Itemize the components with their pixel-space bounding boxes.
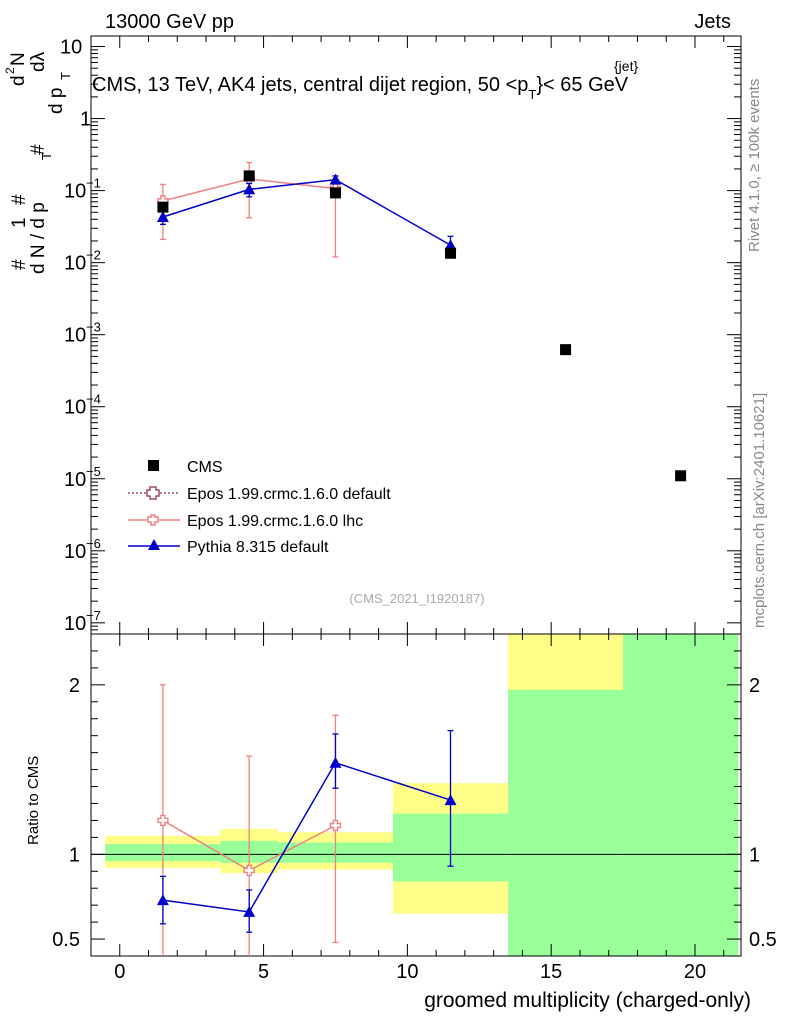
main-point-pythia-3 (444, 239, 457, 251)
band-green-5 (623, 634, 739, 956)
ratio-ytick-label-l-0: 0.5 (52, 929, 80, 951)
main-ytick-label-3: 10 (64, 253, 86, 275)
main-point-pythia-2 (329, 173, 342, 185)
main-point-pythia-0 (156, 211, 169, 223)
ratio-point-epos_lhc-2 (329, 819, 342, 832)
plot-title-main: CMS, 13 TeV, AK4 jets, central dijet reg… (92, 74, 528, 96)
plot-title-sup: {jet} (614, 58, 638, 74)
rivet-version: Rivet 4.1.0, ≥ 100k events (746, 79, 763, 252)
ratio-bands (105, 634, 739, 956)
ratio-xtick-label-1: 5 (258, 961, 269, 983)
ratio-xtick-label-2: 10 (396, 961, 418, 983)
ratio-point-epos_lhc-0 (157, 814, 169, 827)
main-ytick-label-0: 10 (60, 37, 82, 59)
analysis-watermark: (CMS_2021_I1920187) (349, 591, 484, 606)
main-point-cms-2 (329, 187, 341, 199)
legend: CMS Epos 1.99.crmc.1.6.0 default Epos 1.… (128, 459, 391, 556)
legend-label-epos-default: Epos 1.99.crmc.1.6.0 default (187, 486, 391, 503)
main-ytick-label-8: 10 (64, 613, 86, 635)
ratio-xtick-label-4: 20 (684, 961, 706, 983)
main-point-cms-1 (243, 170, 255, 182)
ylabel-hash1: # (9, 259, 30, 270)
main-ytick-label-2: 10 (64, 181, 86, 203)
main-ytick-label-4: 10 (64, 325, 86, 347)
ratio-point-pythia-2 (329, 756, 342, 768)
series-layer (156, 161, 687, 956)
header-right: Jets (694, 11, 731, 33)
ratio-line-pythia (162, 761, 451, 913)
main-point-cms-3 (445, 247, 457, 259)
main-ytick-exp-4: −3 (86, 320, 101, 335)
main-ytick-exp-8: −7 (86, 608, 101, 623)
legend-label-cms: CMS (187, 459, 223, 476)
mcplots-ref: mcplots.cern.ch [arXiv:2401.10621] (751, 393, 768, 628)
main-ylabel: 1 d N / d p T # # # d p T d 2 N dλ (3, 51, 73, 274)
ylabel-t2: T (58, 72, 73, 80)
ylabel-1: 1 (9, 217, 30, 228)
main-series-pythia (156, 173, 457, 258)
ylabel-2: 2 (3, 67, 17, 74)
legend-marker-epos-default (146, 486, 160, 500)
main-point-cms-4 (560, 344, 572, 356)
ratio-point-pythia-3 (444, 794, 457, 806)
plot-title: CMS, 13 TeV, AK4 jets, central dijet reg… (92, 74, 629, 102)
main-point-pythia-1 (243, 183, 256, 195)
ylabel-t1: T (39, 152, 54, 160)
main-line-pythia (162, 178, 451, 246)
ylabel-d: d (8, 75, 29, 86)
legend-marker-cms (148, 460, 159, 471)
main-ytick-exp-3: −2 (86, 248, 101, 263)
ylabel-dndpt: d N / d p (28, 202, 49, 274)
ratio-ytick-label-r-1: 1 (749, 844, 760, 866)
ratio-ytick-label-r-0: 0.5 (749, 929, 777, 951)
ratio-ytick-label-l-1: 1 (69, 844, 80, 866)
ratio-point-pythia-1 (243, 905, 256, 917)
plot-title-sub: T (528, 87, 536, 102)
main-ytick-exp-7: −6 (86, 536, 101, 551)
ratio-point-pythia-0 (156, 894, 169, 906)
ylabel-dlambda: dλ (28, 51, 49, 72)
legend-marker-epos-lhc (147, 514, 159, 526)
main-ytick-exp-2: −1 (86, 176, 101, 191)
main-ytick-label-7: 10 (64, 541, 86, 563)
legend-marker-pythia (148, 539, 160, 550)
header-left: 13000 GeV pp (105, 11, 234, 33)
ratio-point-epos_lhc-1 (243, 864, 255, 877)
ratio-frame (90, 633, 742, 957)
ylabel-hash3: # (28, 144, 49, 155)
main-ytick-exp-6: −5 (86, 464, 101, 479)
legend-label-epos-lhc: Epos 1.99.crmc.1.6.0 lhc (187, 513, 363, 530)
main-ytick-label-5: 10 (64, 397, 86, 419)
main-ytick-label-6: 10 (64, 469, 86, 491)
main-ytick-label-1: 1 (80, 109, 91, 131)
legend-label-pythia: Pythia 8.315 default (187, 539, 329, 556)
main-series-cms (157, 170, 687, 482)
ylabel-dp: d p (46, 88, 67, 114)
ylabel-hash2: # (9, 194, 30, 205)
ratio-xtick-label-3: 15 (540, 961, 562, 983)
main-ytick-exp-5: −4 (86, 392, 101, 407)
ratio-ylabel: Ratio to CMS (25, 756, 42, 845)
ratio-ytick-label-l-2: 2 (69, 675, 80, 697)
band-green-4 (508, 689, 624, 956)
ylabel-N: N (8, 52, 29, 66)
ratio-series-pythia (156, 729, 457, 933)
plot-title-end: }< 65 GeV (536, 74, 628, 96)
main-point-cms-0 (157, 201, 169, 213)
xlabel: groomed multiplicity (charged-only) (424, 989, 751, 1012)
ratio-ytick-label-r-2: 2 (749, 675, 760, 697)
main-point-cms-5 (675, 470, 687, 482)
ratio-xtick-label-0: 0 (114, 961, 125, 983)
